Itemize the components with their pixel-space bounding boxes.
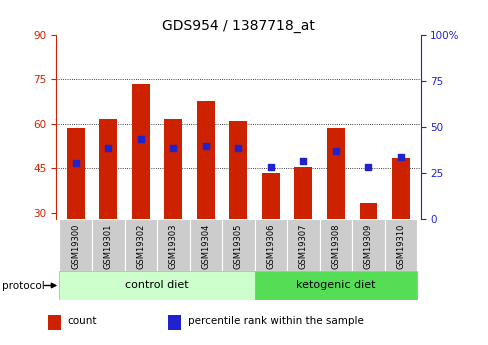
- Bar: [384, 219, 416, 271]
- Bar: [359, 203, 377, 219]
- Point: [234, 145, 242, 150]
- Text: control diet: control diet: [125, 280, 188, 290]
- Point: [72, 160, 80, 165]
- Bar: [157, 219, 189, 271]
- Bar: [254, 219, 286, 271]
- Bar: [262, 173, 279, 219]
- Point: [364, 164, 372, 170]
- Point: [266, 164, 274, 170]
- Bar: [229, 121, 247, 219]
- Text: GSM19309: GSM19309: [363, 223, 372, 269]
- Text: count: count: [67, 316, 97, 326]
- Text: GSM19308: GSM19308: [331, 223, 340, 269]
- Text: GSM19303: GSM19303: [168, 223, 178, 269]
- Point: [169, 145, 177, 150]
- Point: [396, 154, 404, 159]
- Text: GSM19306: GSM19306: [266, 223, 275, 269]
- Bar: [294, 167, 312, 219]
- Text: GSM19301: GSM19301: [103, 223, 113, 269]
- Point: [331, 148, 339, 154]
- Point: [299, 158, 307, 164]
- Bar: [286, 219, 319, 271]
- Bar: [197, 101, 214, 219]
- Point: [202, 144, 209, 149]
- Bar: [319, 219, 351, 271]
- Title: GDS954 / 1387718_at: GDS954 / 1387718_at: [162, 19, 314, 33]
- Text: ketogenic diet: ketogenic diet: [296, 280, 375, 290]
- Bar: [99, 119, 117, 219]
- Bar: [168, 315, 181, 331]
- Text: GSM19310: GSM19310: [396, 223, 405, 269]
- Bar: [222, 219, 254, 271]
- Bar: [391, 158, 409, 219]
- Bar: [92, 219, 124, 271]
- Bar: [67, 128, 84, 219]
- Bar: [164, 119, 182, 219]
- Point: [104, 145, 112, 150]
- Bar: [189, 219, 222, 271]
- Text: GSM19302: GSM19302: [136, 223, 145, 269]
- Bar: [254, 271, 416, 300]
- Bar: [48, 315, 61, 331]
- Bar: [124, 219, 157, 271]
- Text: GSM19300: GSM19300: [71, 223, 80, 269]
- Bar: [60, 271, 254, 300]
- Text: GSM19304: GSM19304: [201, 223, 210, 269]
- Text: protocol: protocol: [2, 282, 45, 291]
- Bar: [351, 219, 384, 271]
- Text: GSM19305: GSM19305: [233, 223, 243, 269]
- Bar: [132, 83, 149, 219]
- Bar: [326, 128, 344, 219]
- Text: GSM19307: GSM19307: [298, 223, 307, 269]
- Point: [137, 136, 144, 141]
- Bar: [60, 219, 92, 271]
- Text: percentile rank within the sample: percentile rank within the sample: [187, 316, 363, 326]
